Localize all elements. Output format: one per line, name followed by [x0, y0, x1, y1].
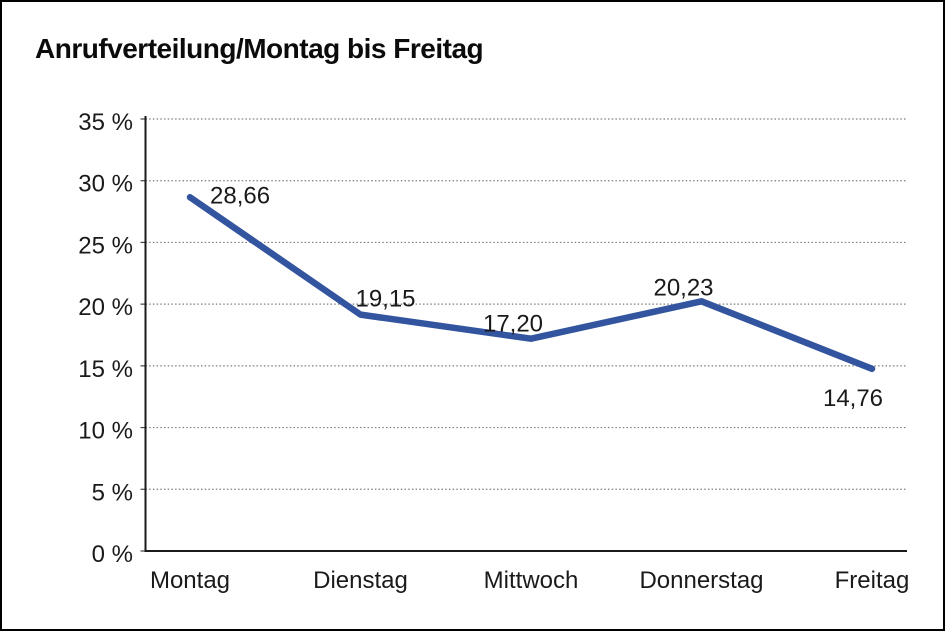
- y-tick-label: 35 %: [78, 109, 133, 136]
- data-point-label: 19,15: [355, 286, 415, 313]
- y-tick-label: 15 %: [78, 356, 133, 383]
- data-line: [186, 194, 876, 373]
- x-tick-label: Donnerstag: [639, 567, 763, 594]
- y-tick-label: 10 %: [78, 418, 133, 445]
- x-tick-label: Mittwoch: [484, 567, 579, 594]
- chart-title: Anrufverteilung/Montag bis Freitag: [35, 33, 484, 64]
- y-tick-label: 5 %: [92, 479, 133, 506]
- y-tick-label: 0 %: [92, 541, 133, 568]
- data-point-label: 28,66: [210, 182, 270, 209]
- y-tick-label: 25 %: [78, 232, 133, 259]
- data-point-label: 17,20: [483, 311, 543, 338]
- data-point-label: 14,76: [823, 385, 883, 412]
- y-tick-label: 20 %: [78, 294, 133, 321]
- y-tick-label: 30 %: [78, 171, 133, 198]
- data-point-label: 20,23: [653, 274, 713, 301]
- x-tick-label: Dienstag: [313, 567, 408, 594]
- x-tick-label: Freitag: [835, 567, 910, 594]
- x-tick-label: Montag: [150, 567, 230, 594]
